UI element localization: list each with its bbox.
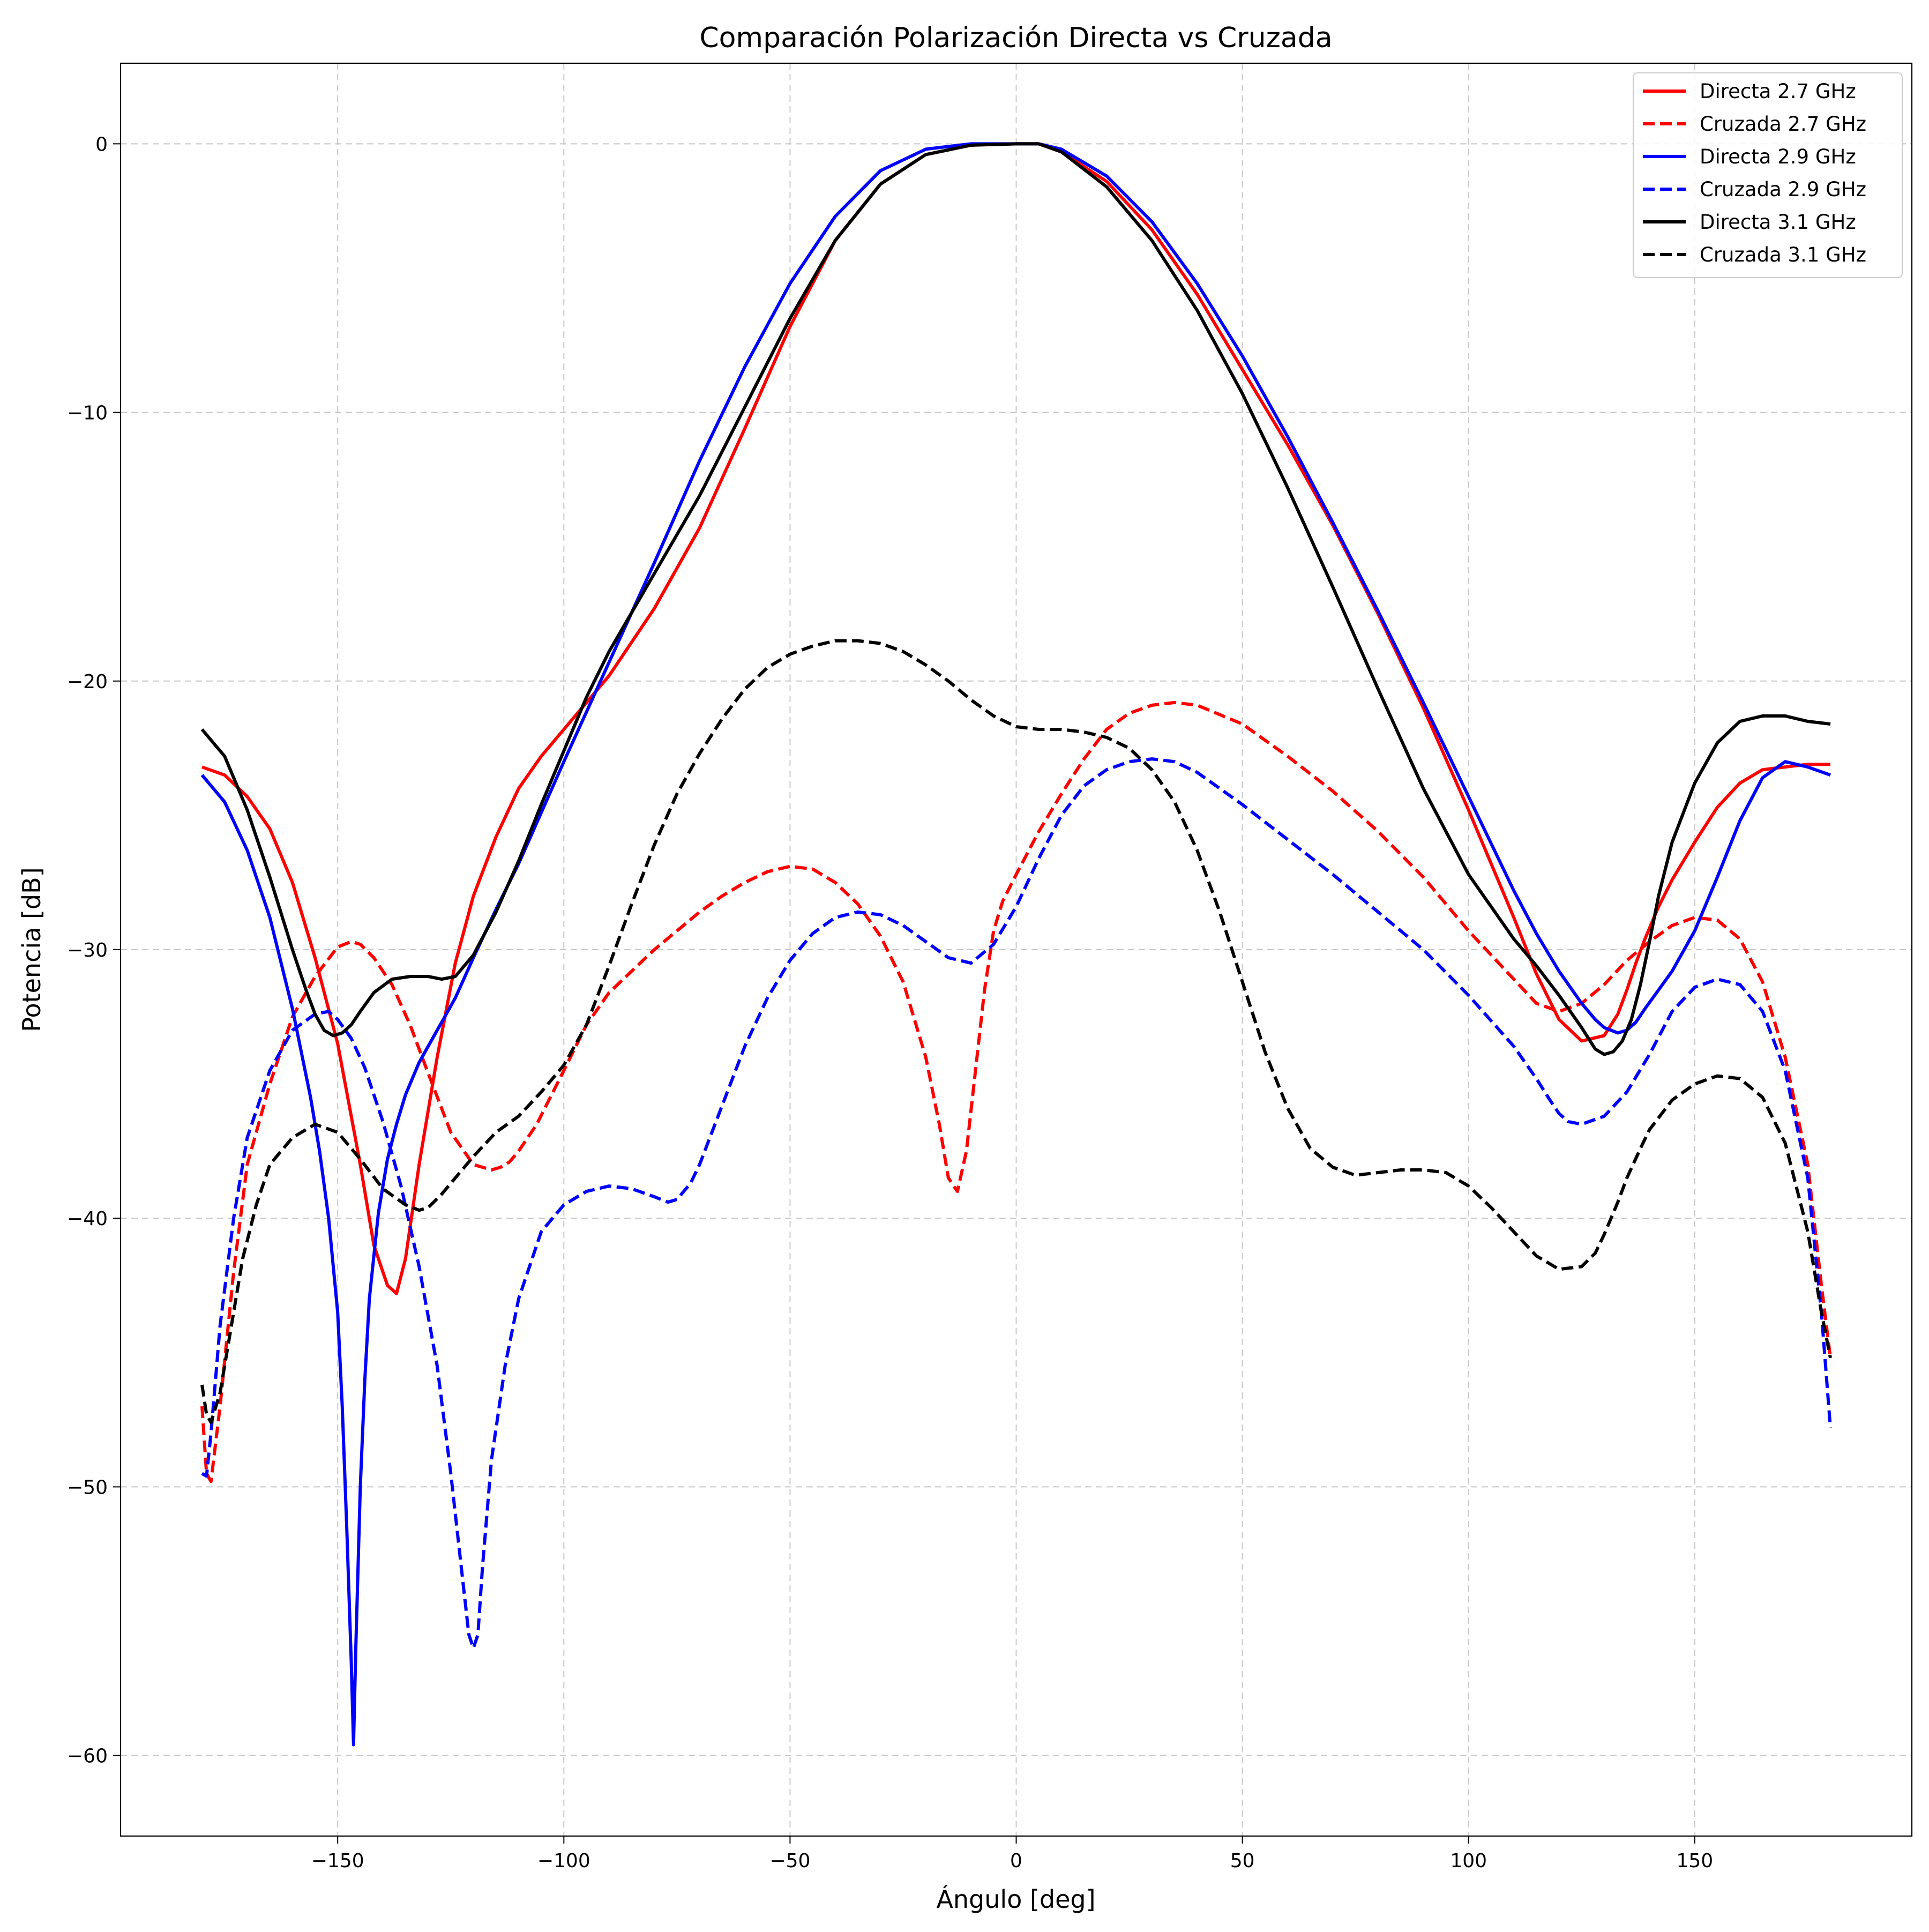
series-line-directa-3-1-ghz (200, 142, 1831, 1056)
y-axis-label: Potencia [dB] (17, 867, 46, 1032)
legend-label: Cruzada 2.7 GHz (1700, 113, 1866, 136)
y-tick-label: −20 (67, 671, 108, 693)
chart-title: Comparación Polarización Directa vs Cruz… (699, 22, 1332, 54)
x-tick-label: −100 (537, 1850, 590, 1872)
x-tick-label: 0 (1010, 1850, 1022, 1872)
grid (121, 63, 1912, 1836)
y-tick-label: −40 (67, 1208, 108, 1230)
x-tick-label: −50 (769, 1850, 810, 1872)
series-line-directa-2-9-ghz (200, 142, 1831, 1747)
x-axis-label: Ángulo [deg] (936, 1885, 1095, 1914)
legend-label: Directa 2.9 GHz (1700, 145, 1856, 168)
y-tick-label: −60 (67, 1745, 108, 1767)
x-tick-label: 50 (1230, 1850, 1255, 1872)
ticks: −150 −100 −50 0 50 100 150 0 −10 −20 −30 −40 −50 −60 (67, 133, 1713, 1872)
x-tick-label: −150 (311, 1850, 364, 1872)
legend-label: Cruzada 3.1 GHz (1700, 243, 1866, 266)
series-group (200, 142, 1832, 1747)
y-tick-label: −50 (67, 1476, 108, 1498)
x-tick-label: 150 (1676, 1850, 1713, 1872)
legend-label: Directa 2.7 GHz (1700, 80, 1856, 103)
y-tick-label: −10 (67, 402, 108, 424)
y-tick-label: 0 (95, 133, 108, 155)
legend: Directa 2.7 GHz Cruzada 2.7 GHz Directa 2.… (1633, 72, 1903, 278)
series-line-cruzada-2-7-ghz (200, 700, 1832, 1483)
series-line-cruzada-3-1-ghz (200, 639, 1832, 1424)
legend-box (1633, 72, 1903, 278)
legend-label: Cruzada 2.9 GHz (1700, 178, 1866, 201)
series-line-cruzada-2-9-ghz (201, 757, 1832, 1650)
legend-label: Directa 3.1 GHz (1700, 211, 1856, 234)
x-tick-label: 100 (1450, 1850, 1487, 1872)
y-tick-label: −30 (67, 939, 108, 961)
